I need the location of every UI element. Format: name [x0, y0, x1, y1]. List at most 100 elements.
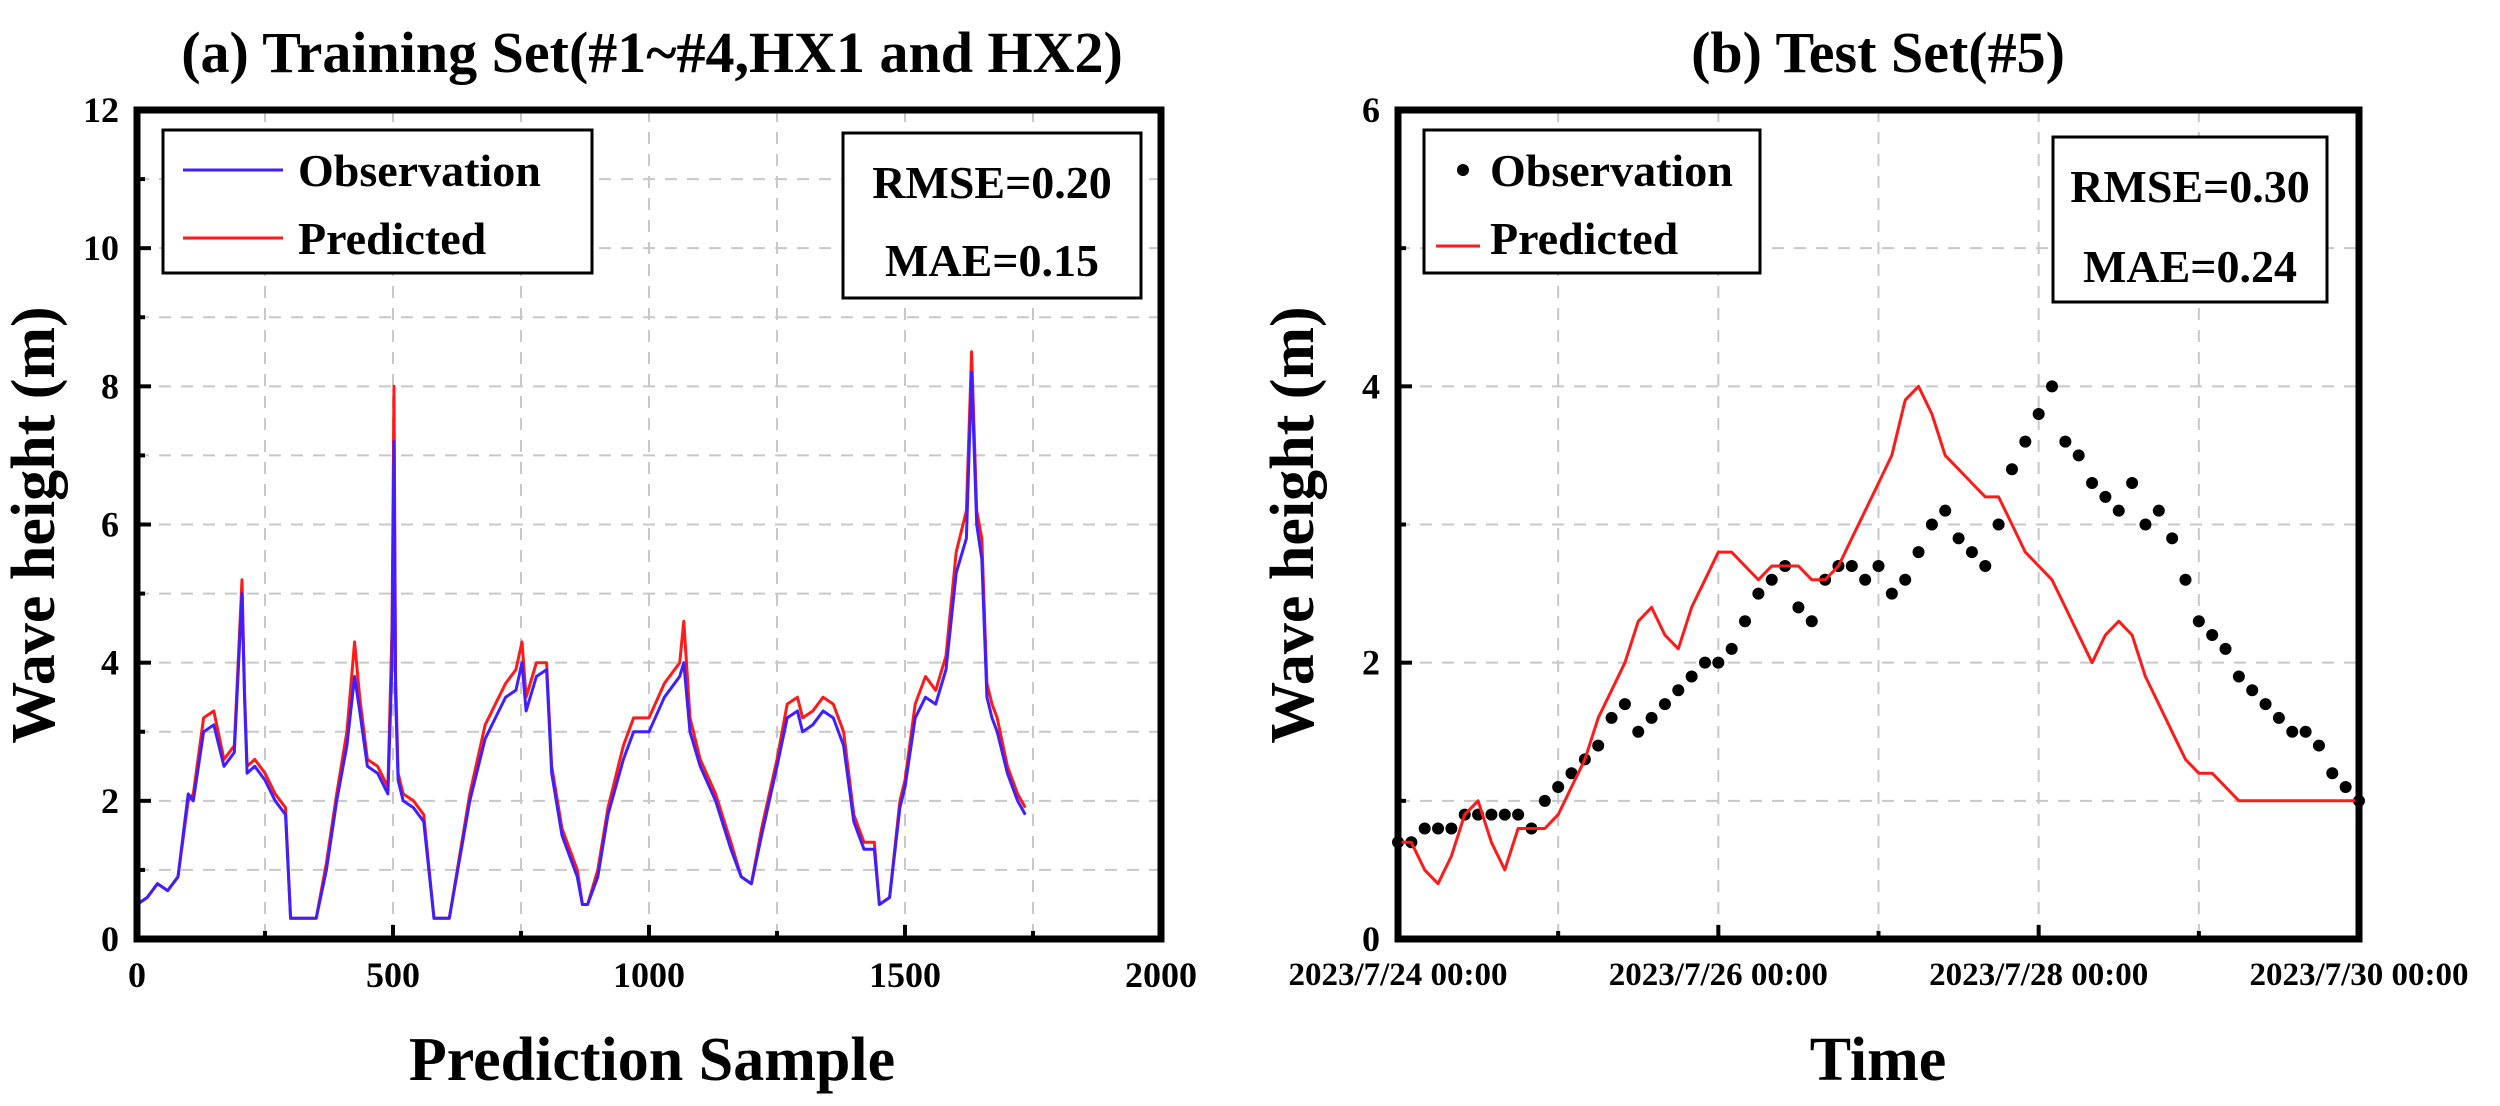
panel-a-legend: Observation Predicted — [161, 128, 594, 275]
observation-point — [1912, 546, 1925, 559]
observation-point — [1538, 794, 1551, 807]
observation-point — [1445, 822, 1458, 835]
observation-point — [1885, 587, 1898, 600]
observation-point — [2312, 739, 2325, 752]
observation-point — [1739, 615, 1752, 628]
observation-point — [1859, 573, 1872, 586]
y-tick-label: 0 — [101, 919, 119, 959]
observation-point — [2246, 684, 2259, 697]
observation-point — [1965, 546, 1978, 559]
observation-point — [1792, 601, 1805, 614]
observation-point — [2339, 781, 2352, 794]
observation-point — [1552, 781, 1565, 794]
observation-point — [1698, 656, 1711, 669]
observation-point — [2019, 435, 2032, 448]
observation-point — [1939, 504, 1952, 517]
observation-point — [2326, 767, 2339, 780]
y-tick-label: 4 — [1362, 366, 1380, 406]
observation-point — [2005, 463, 2018, 476]
observation-point — [2112, 504, 2125, 517]
observation-point — [1565, 767, 1578, 780]
panel-a: (a) Training Set(#1~#4,HX1 and HX2) 0 500… — [0, 20, 1197, 1094]
observation-point — [1672, 684, 1685, 697]
observation-point — [2179, 573, 2192, 586]
predicted-line — [136, 350, 1027, 920]
panel-b-legend: Observation Predicted — [1422, 128, 1762, 275]
x-tick-label: 2023/7/30 00:00 — [2249, 957, 2468, 993]
legend-b-predicted-label: Predicted — [1490, 213, 1679, 264]
observation-point — [2152, 504, 2165, 517]
x-tick-label: 2023/7/24 00:00 — [1288, 957, 1507, 993]
observation-point — [1632, 725, 1645, 738]
observation-point — [2299, 725, 2312, 738]
predicted-line — [1398, 384, 2359, 886]
panel-a-metrics: RMSE=0.20 MAE=0.15 — [841, 131, 1143, 300]
observation-point — [1418, 822, 1431, 835]
observation-point — [1925, 518, 1938, 531]
observation-point — [2166, 532, 2179, 545]
y-tick-label: 4 — [101, 643, 119, 683]
observation-point — [1765, 573, 1778, 586]
observation-point — [1485, 808, 1498, 821]
panel-a-mae: MAE=0.15 — [885, 235, 1099, 286]
x-tick-label: 2023/7/26 00:00 — [1609, 957, 1828, 993]
x-tick-label: 2023/7/28 00:00 — [1929, 957, 2148, 993]
panel-a-title: (a) Training Set(#1~#4,HX1 and HX2) — [181, 20, 1123, 85]
observation-point — [1685, 670, 1698, 683]
observation-point — [1845, 559, 1858, 572]
observation-point — [2086, 477, 2099, 490]
panel-a-ylabel: Wave height (m) — [0, 306, 68, 743]
observation-point — [2139, 518, 2152, 531]
y-tick-label: 8 — [101, 366, 119, 406]
observation-point — [1512, 808, 1525, 821]
observation-point — [1992, 518, 2005, 531]
panel-b-xlabel: Time — [1810, 1026, 1947, 1094]
observation-point — [1592, 739, 1605, 752]
y-tick-label: 10 — [83, 228, 119, 268]
observation-point — [1712, 656, 1725, 669]
observation-point — [1872, 559, 1885, 572]
y-tick-label: 0 — [1362, 919, 1380, 959]
observation-point — [1618, 698, 1631, 711]
panel-a-plot-area — [136, 350, 1027, 920]
panel-a-ticks: 0 500 1000 1500 2000 0 2 4 6 8 10 12 — [83, 90, 1197, 995]
legend-b-observation-label: Observation — [1490, 145, 1733, 196]
x-tick-label: 500 — [366, 955, 420, 995]
observation-point — [2046, 380, 2059, 393]
y-tick-label: 2 — [1362, 643, 1380, 683]
panel-a-xlabel: Prediction Sample — [409, 1026, 895, 1094]
panel-a-rmse: RMSE=0.20 — [872, 157, 1112, 208]
observation-point — [1432, 822, 1445, 835]
y-tick-label: 12 — [83, 90, 119, 130]
observation-point — [1645, 711, 1658, 724]
panel-b-plot-area — [1392, 380, 2365, 886]
panel-b-rmse: RMSE=0.30 — [2070, 161, 2310, 212]
legend-observation-label: Observation — [298, 145, 541, 196]
observation-line — [136, 371, 1027, 920]
panel-b-legend-box — [1422, 128, 1762, 275]
legend-b-observation-swatch — [1457, 164, 1469, 176]
panel-b-ylabel: Wave height (m) — [1259, 306, 1327, 743]
observation-point — [2206, 629, 2219, 642]
observation-point — [1979, 559, 1992, 572]
panel-b: (b) Test Set(#5) 2023/7/24 00:00 2023/7/2… — [1259, 20, 2469, 1094]
legend-predicted-label: Predicted — [298, 213, 487, 264]
observation-point — [2032, 407, 2045, 420]
observation-point — [2072, 449, 2085, 462]
panel-b-mae: MAE=0.24 — [2083, 241, 2297, 292]
y-tick-label: 6 — [1362, 90, 1380, 130]
x-tick-label: 0 — [128, 955, 146, 995]
panel-b-metrics-box — [2051, 135, 2329, 304]
panel-b-metrics: RMSE=0.30 MAE=0.24 — [2051, 135, 2329, 304]
panel-a-metrics-box — [841, 131, 1143, 300]
observation-point — [1725, 642, 1738, 655]
observation-point — [2126, 477, 2139, 490]
panel-a-legend-box — [161, 128, 594, 275]
observation-point — [2219, 642, 2232, 655]
observation-point — [2286, 725, 2299, 738]
x-tick-label: 1500 — [869, 955, 941, 995]
observation-point — [2099, 490, 2112, 503]
observation-point — [1498, 808, 1511, 821]
observation-point — [1658, 698, 1671, 711]
y-tick-label: 2 — [101, 781, 119, 821]
